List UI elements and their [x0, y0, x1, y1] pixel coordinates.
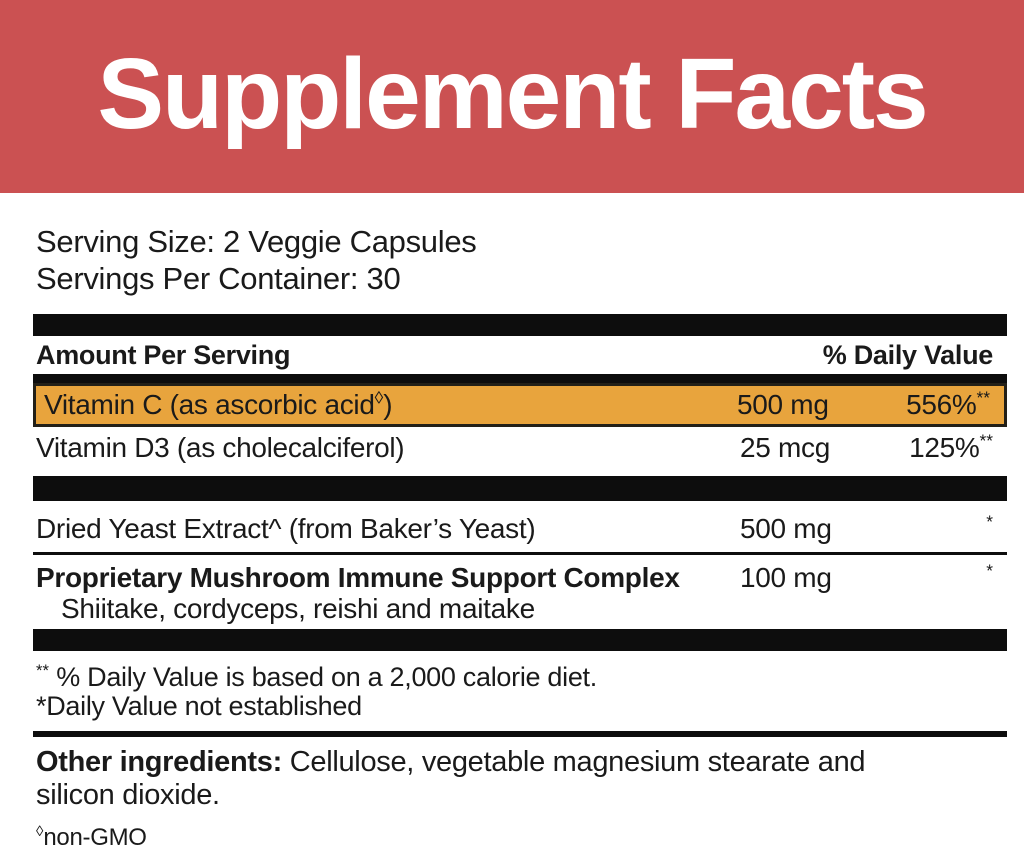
other-ingredients: Other ingredients: Cellulose, vegetable …: [33, 746, 918, 812]
table-header-row: Amount Per Serving % Daily Value: [33, 336, 1007, 374]
asterisk-symbol: *: [986, 511, 993, 532]
ingredient-daily-value: *: [870, 560, 1007, 592]
ingredient-name: Vitamin D3 (as cholecalciferol): [36, 432, 405, 463]
daily-value-basis-note: ** % Daily Value is based on a 2,000 cal…: [36, 661, 597, 692]
non-gmo-note: ◊non-GMO: [36, 824, 147, 851]
ingredient-amount: 500 mg: [740, 513, 832, 544]
double-asterisk-symbol: **: [36, 661, 50, 680]
section-divider-bar: [33, 314, 1007, 336]
lozenge-symbol: ◊: [36, 824, 44, 840]
asterisk-symbol: **: [979, 430, 993, 451]
ingredient-daily-value: 556%**: [906, 387, 990, 420]
asterisk-symbol: **: [976, 387, 990, 408]
amount-per-serving-header: Amount Per Serving: [36, 340, 291, 370]
other-ingredients-label: Other ingredients:: [36, 746, 282, 778]
ingredient-amount: 500 mg: [737, 389, 829, 420]
ingredient-name: Dried Yeast Extract^ (from Baker’s Yeast…: [36, 513, 536, 544]
supplement-facts-panel: Serving Size: 2 Veggie Capsules Servings…: [33, 223, 1007, 850]
table-row-vitamin-d3: Vitamin D3 (as cholecalciferol) 25 mcg 1…: [33, 427, 1007, 469]
table-row-mushroom-complex: Proprietary Mushroom Immune Support Comp…: [33, 555, 1007, 629]
ingredient-name: Vitamin C (as ascorbic acid◊): [44, 387, 393, 420]
daily-value-header: % Daily Value: [822, 340, 994, 370]
footnotes: ** % Daily Value is based on a 2,000 cal…: [33, 661, 1007, 721]
serving-info: Serving Size: 2 Veggie Capsules Servings…: [33, 223, 1007, 297]
ingredient-amount: 25 mcg: [740, 432, 831, 463]
ingredient-name: Proprietary Mushroom Immune Support Comp…: [33, 564, 740, 623]
servings-per-container: Servings Per Container: 30: [36, 261, 401, 296]
section-divider-bar: [33, 476, 1007, 501]
lozenge-symbol: ◊: [374, 387, 384, 408]
table-row-dried-yeast: Dried Yeast Extract^ (from Baker’s Yeast…: [33, 501, 1007, 552]
page-title: Supplement Facts: [97, 37, 928, 150]
asterisk-symbol: *: [986, 560, 993, 581]
footnote-divider-rule: [33, 731, 1007, 737]
table-row-vitamin-c: Vitamin C (as ascorbic acid◊) 500 mg 556…: [33, 383, 1007, 427]
ingredient-daily-value: 125%**: [909, 430, 993, 463]
complex-components: Shiitake, cordyceps, reishi and maitake: [61, 593, 535, 624]
other-ingredients-text: Cellulose, vegetable magnesium stearate …: [36, 746, 866, 811]
section-divider-bar: [33, 629, 1007, 651]
row-divider-rule: [33, 552, 1007, 555]
ingredient-daily-value: *: [870, 511, 1007, 543]
daily-value-not-established-note: *Daily Value not established: [36, 691, 362, 721]
header-underline-rule: [33, 374, 1007, 383]
serving-size: Serving Size: 2 Veggie Capsules: [36, 224, 477, 259]
ingredient-amount: 100 mg: [740, 562, 832, 593]
header-banner: Supplement Facts: [0, 0, 1024, 193]
complex-name: Proprietary Mushroom Immune Support Comp…: [36, 562, 680, 593]
